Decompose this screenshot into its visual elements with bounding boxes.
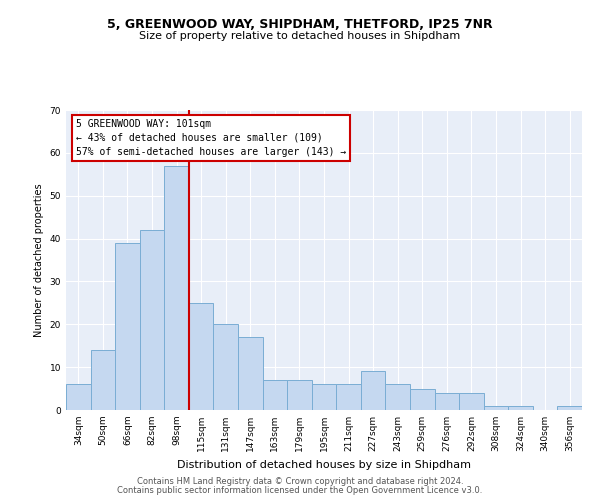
Bar (91, 350, 115, 410)
Bar (508, 406, 533, 410)
Bar (66, 384, 91, 410)
Bar (189, 303, 214, 410)
Bar (287, 380, 312, 410)
Text: Contains HM Land Registry data © Crown copyright and database right 2024.: Contains HM Land Registry data © Crown c… (137, 477, 463, 486)
Bar (115, 243, 140, 410)
Bar (214, 324, 238, 410)
Bar (410, 388, 434, 410)
Bar (361, 372, 385, 410)
Bar (140, 230, 164, 410)
Bar (312, 384, 336, 410)
Bar (336, 384, 361, 410)
Bar (484, 406, 508, 410)
X-axis label: Distribution of detached houses by size in Shipdham: Distribution of detached houses by size … (177, 460, 471, 469)
Bar (557, 406, 582, 410)
Text: Size of property relative to detached houses in Shipdham: Size of property relative to detached ho… (139, 31, 461, 41)
Bar (434, 393, 459, 410)
Bar (263, 380, 287, 410)
Y-axis label: Number of detached properties: Number of detached properties (34, 183, 44, 337)
Bar (164, 166, 189, 410)
Bar (238, 337, 263, 410)
Text: Contains public sector information licensed under the Open Government Licence v3: Contains public sector information licen… (118, 486, 482, 495)
Bar (459, 393, 484, 410)
Bar (385, 384, 410, 410)
Text: 5 GREENWOOD WAY: 101sqm
← 43% of detached houses are smaller (109)
57% of semi-d: 5 GREENWOOD WAY: 101sqm ← 43% of detache… (76, 119, 347, 157)
Text: 5, GREENWOOD WAY, SHIPDHAM, THETFORD, IP25 7NR: 5, GREENWOOD WAY, SHIPDHAM, THETFORD, IP… (107, 18, 493, 30)
